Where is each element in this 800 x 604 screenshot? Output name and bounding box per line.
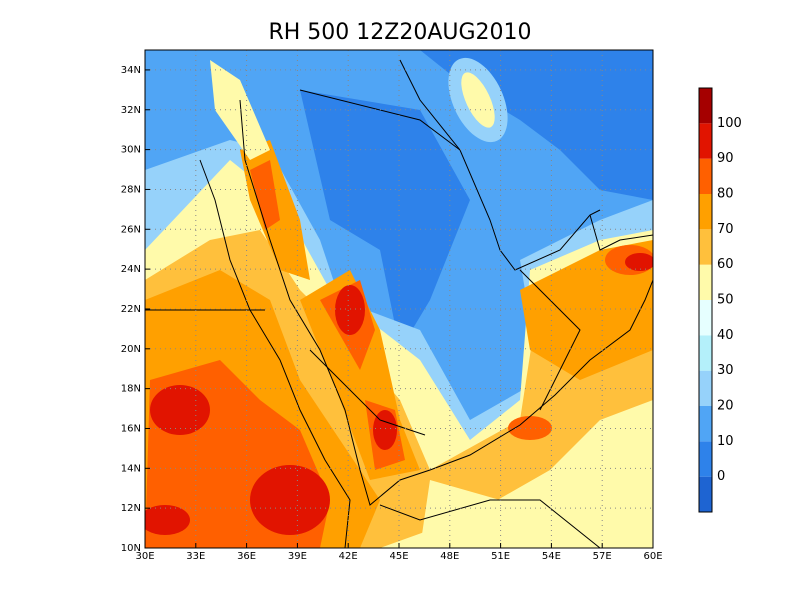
lat-label: 10N <box>121 543 141 554</box>
lat-label: 20N <box>121 344 141 355</box>
map-frame <box>144 49 654 549</box>
lat-label: 14N <box>121 463 141 474</box>
color-segment <box>699 194 712 230</box>
color-segment <box>699 335 712 371</box>
color-segment <box>699 88 712 124</box>
colorbar-label: 100 <box>717 116 742 131</box>
color-segment <box>699 441 712 477</box>
colorbar-label: 80 <box>717 187 734 202</box>
title: RH 500 12Z20AUG2010 <box>268 20 531 45</box>
lat-label: 24N <box>121 264 141 275</box>
lat-label: 28N <box>121 184 141 195</box>
lat-label: 18N <box>121 384 141 395</box>
colorbar-label: 90 <box>717 151 734 166</box>
color-segment <box>699 123 712 159</box>
lon-label: 54E <box>542 551 561 562</box>
colorbar-label: 40 <box>717 328 734 343</box>
rh-field <box>145 50 653 548</box>
lon-label: 36E <box>237 551 256 562</box>
coastlines <box>145 59 653 548</box>
color-segment <box>699 264 712 300</box>
lon-label: 33E <box>186 551 205 562</box>
lat-label: 12N <box>121 503 141 514</box>
colorbar-label: 60 <box>717 257 734 272</box>
lat-label: 26N <box>121 224 141 235</box>
lat-label: 22N <box>121 304 141 315</box>
colorbar-frame <box>698 87 713 513</box>
colorbar-label: 0 <box>717 469 725 484</box>
lon-label: 30E <box>135 551 154 562</box>
color-segment <box>699 370 712 406</box>
color-segment <box>699 229 712 265</box>
colorbar-label: 50 <box>717 293 734 308</box>
colorbar: 0 10 20 30 40 50 60 70 80 90 100 <box>698 87 742 513</box>
graticule <box>144 50 654 549</box>
lon-label: 51E <box>491 551 510 562</box>
colorbar-label: 10 <box>717 434 734 449</box>
colorbar-label: 70 <box>717 222 734 237</box>
lon-label: 60E <box>643 551 662 562</box>
lon-label: 39E <box>288 551 307 562</box>
color-segment <box>699 476 712 512</box>
lat-label: 16N <box>121 423 141 434</box>
axis-labels: 30E 33E 36E 39E 42E 45E 48E 51E 54E 57E 60E 10N 12N 1… <box>121 65 663 562</box>
lon-label: 42E <box>339 551 358 562</box>
colorbar-label: 20 <box>717 399 734 414</box>
color-segment <box>699 158 712 194</box>
lat-label: 34N <box>121 65 141 76</box>
lon-label: 48E <box>440 551 459 562</box>
lat-label: 30N <box>121 145 141 156</box>
lat-label: 32N <box>121 105 141 116</box>
colorbar-label: 30 <box>717 363 734 378</box>
color-segment <box>699 300 712 336</box>
lon-label: 45E <box>389 551 408 562</box>
lon-label: 57E <box>593 551 612 562</box>
color-segment <box>699 406 712 442</box>
